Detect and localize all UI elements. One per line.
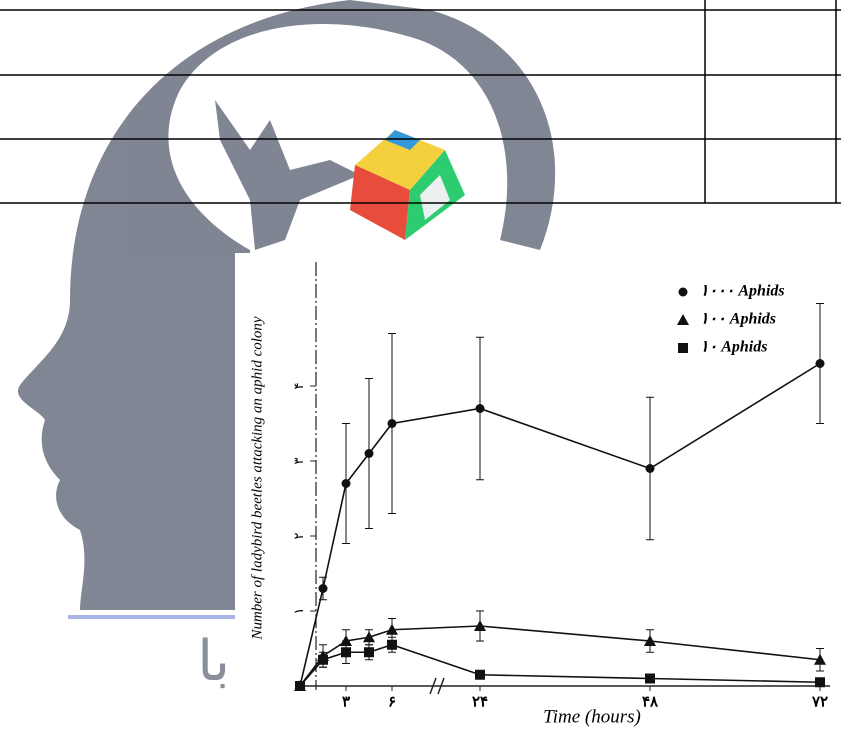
legend-label: ۱۰ Aphids [700, 339, 767, 356]
legend-marker [678, 343, 688, 353]
marker [475, 669, 485, 680]
x-tick-label: ۲۴ [472, 694, 488, 710]
x-axis-label: Time (hours) [543, 706, 641, 727]
chart-background-top [705, 210, 841, 253]
y-tick-label: ۴ [291, 382, 306, 389]
x-tick-label: ۴۸ [642, 694, 659, 710]
marker [364, 449, 374, 458]
x-tick-label: ۳ [342, 694, 350, 710]
marker [474, 620, 486, 631]
chart-background [235, 253, 841, 738]
marker [475, 404, 485, 413]
marker [815, 359, 825, 368]
x-tick-label: ۶ [388, 694, 396, 710]
legend-marker [677, 314, 689, 325]
axis-break [437, 677, 445, 695]
marker [645, 464, 655, 473]
series-line [299, 362, 821, 687]
table [0, 0, 841, 204]
marker [363, 631, 375, 643]
y-tick-label: ۲ [291, 532, 306, 539]
marker [318, 584, 328, 593]
legend-marker [678, 287, 688, 297]
marker [387, 419, 397, 428]
marker [364, 647, 374, 658]
marker [386, 623, 398, 635]
marker [815, 677, 825, 688]
marker [341, 647, 351, 658]
legend-label: ۱۰۰ Aphids [700, 311, 776, 328]
series-line [299, 625, 821, 687]
marker [341, 479, 351, 488]
head-silhouette [17, 0, 556, 610]
marker [645, 673, 655, 684]
marker [318, 654, 328, 665]
marker [387, 639, 397, 650]
y-tick-label: ۳ [291, 457, 306, 464]
hand [215, 100, 360, 250]
legend-label: ۱۰۰۰ Aphids [700, 283, 785, 300]
marker [814, 653, 826, 665]
cube [350, 130, 465, 240]
y-tick-label: ۱ [291, 608, 306, 615]
x-tick-label: ۷۲ [811, 694, 828, 710]
watermark [17, 0, 556, 610]
axis-break [429, 677, 437, 695]
y-axis-label: Number of ladybird beetles attacking an … [249, 316, 265, 640]
marker [295, 681, 305, 691]
marker [644, 635, 656, 646]
chart: Time (hours) Number of ladybird beetles … [249, 262, 830, 727]
watermark-text: با [197, 629, 230, 694]
